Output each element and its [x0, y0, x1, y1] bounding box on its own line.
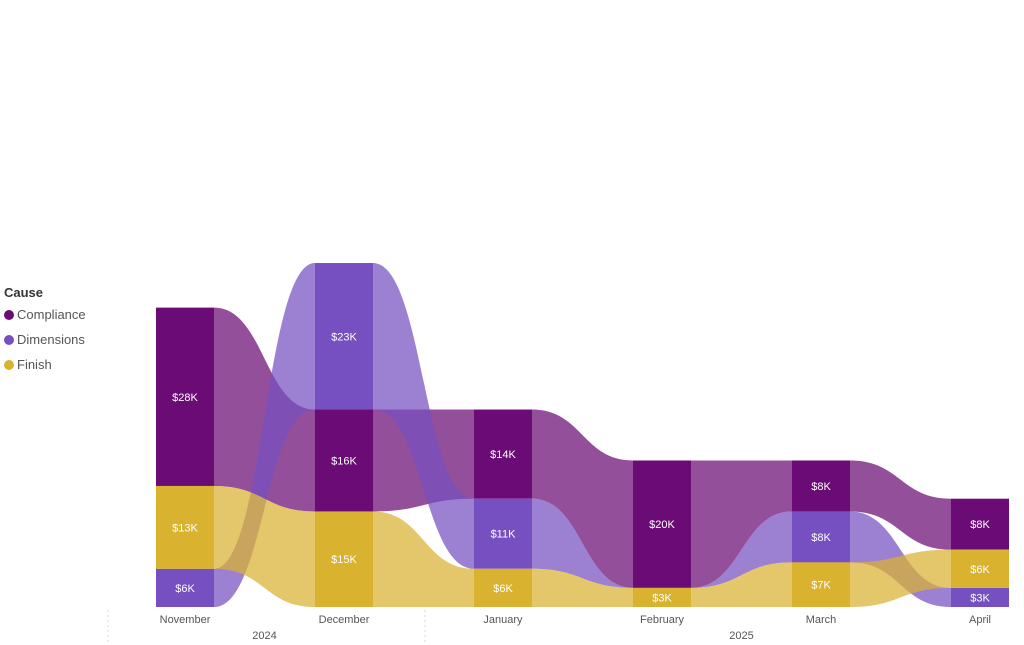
legend-item-dimensions[interactable]: Dimensions — [4, 327, 104, 352]
bar-compliance-april[interactable] — [951, 498, 1009, 550]
bar-dimensions-december[interactable] — [315, 263, 373, 410]
bar-dimensions-march[interactable] — [792, 511, 850, 563]
x-tick-label-march: March — [806, 614, 837, 626]
bar-finish-march[interactable] — [792, 562, 850, 607]
data-label-compliance-february: $20K — [649, 519, 675, 531]
bar-finish-november[interactable] — [156, 485, 214, 569]
ribbon-dimensions-february-march[interactable] — [691, 511, 792, 588]
x-axis: November December January February March Apri… — [107, 610, 991, 645]
year-label-2024: 2024 — [252, 630, 276, 642]
ribbon-compliance-january-february[interactable] — [532, 409, 633, 588]
year-label-2025: 2025 — [729, 630, 753, 642]
label-layer: $28K $6K $13K $16K $23K $15K $14K $11K $6K $20K $3… — [172, 331, 990, 604]
data-label-dimensions-november: $6K — [175, 583, 195, 595]
data-label-finish-february: $3K — [652, 592, 672, 604]
legend: Cause Compliance Dimensions Finish — [4, 285, 104, 377]
legend-dot-dimensions — [4, 334, 14, 345]
bar-finish-february[interactable] — [633, 587, 691, 607]
bar-finish-january[interactable] — [474, 568, 532, 607]
data-label-compliance-march: $8K — [811, 481, 831, 493]
legend-label-compliance: Compliance — [17, 307, 86, 322]
ribbon-dimensions-november-december[interactable] — [214, 263, 315, 607]
data-label-compliance-december: $16K — [331, 455, 357, 467]
bar-layer — [156, 263, 1009, 607]
data-label-compliance-april: $8K — [970, 519, 990, 531]
bar-dimensions-january[interactable] — [474, 498, 532, 569]
ribbon-layer — [214, 263, 951, 607]
ribbon-finish-january-february[interactable] — [532, 568, 633, 607]
bar-compliance-january[interactable] — [474, 409, 532, 499]
data-label-dimensions-january: $11K — [491, 529, 517, 541]
legend-title: Cause — [4, 285, 44, 300]
ribbon-finish-march-april[interactable] — [850, 549, 951, 607]
x-tick-label-december: December — [319, 614, 370, 626]
bar-compliance-february[interactable] — [633, 460, 691, 588]
legend-item-finish[interactable]: Finish — [4, 352, 104, 377]
data-label-compliance-november: $28K — [172, 392, 198, 404]
bar-dimensions-november[interactable] — [156, 568, 214, 607]
bar-compliance-november[interactable] — [156, 307, 214, 486]
bar-finish-april[interactable] — [951, 549, 1009, 588]
bar-dimensions-april[interactable] — [951, 587, 1009, 607]
ribbon-finish-december-january[interactable] — [373, 511, 474, 607]
x-tick-label-january: January — [483, 614, 523, 626]
data-label-compliance-january: $14K — [490, 449, 516, 461]
legend-item-compliance[interactable]: Compliance — [4, 302, 104, 327]
data-label-finish-november: $13K — [172, 522, 198, 534]
x-tick-label-february: February — [640, 614, 685, 626]
ribbon-finish-november-december[interactable] — [214, 485, 315, 607]
ribbon-compliance-march-april[interactable] — [850, 460, 951, 550]
data-label-dimensions-april: $3K — [970, 592, 990, 604]
data-label-dimensions-december: $23K — [331, 331, 357, 343]
x-tick-label-april: April — [969, 614, 991, 626]
data-label-finish-january: $6K — [493, 583, 513, 595]
x-tick-label-november: November — [160, 614, 211, 626]
ribbon-finish-february-march[interactable] — [691, 562, 792, 607]
legend-label-dimensions: Dimensions — [17, 332, 85, 347]
bar-compliance-december[interactable] — [315, 409, 373, 512]
data-label-finish-april: $6K — [970, 564, 990, 576]
legend-dot-compliance — [4, 309, 14, 320]
data-label-dimensions-march: $8K — [811, 532, 831, 544]
ribbon-dimensions-january-february[interactable] — [532, 498, 633, 588]
ribbon-compliance-november-december[interactable] — [214, 307, 315, 512]
ribbon-compliance-february-march[interactable] — [691, 460, 792, 588]
data-label-finish-december: $15K — [331, 554, 357, 566]
data-label-finish-march: $7K — [811, 580, 831, 592]
ribbon-dimensions-december-january[interactable] — [373, 263, 474, 569]
bar-finish-december[interactable] — [315, 511, 373, 607]
legend-dot-finish — [4, 359, 14, 370]
legend-label-finish: Finish — [17, 357, 52, 372]
bar-compliance-march[interactable] — [792, 460, 850, 512]
